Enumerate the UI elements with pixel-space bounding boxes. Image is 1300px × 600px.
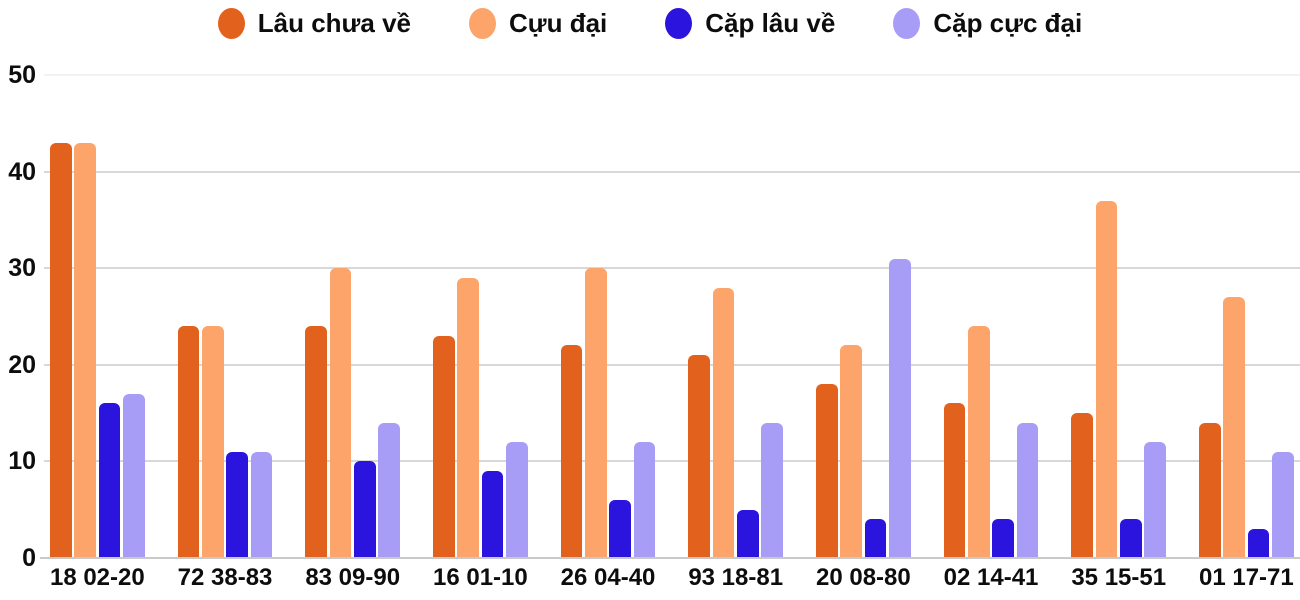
bar-02_14-41-series-1[interactable] bbox=[943, 403, 966, 558]
y-axis-tick-label: 40 bbox=[8, 157, 36, 186]
bar-01_17-71-series-1[interactable] bbox=[1199, 422, 1221, 558]
y-axis-tick-label: 0 bbox=[22, 544, 36, 572]
bar-93_18-81-series-3[interactable] bbox=[736, 509, 759, 558]
gridline-50 bbox=[44, 74, 1300, 76]
bar-83_09-90-series-4[interactable] bbox=[378, 422, 401, 558]
x-axis-category-label: 02 14-41 bbox=[943, 564, 1039, 591]
y-axis-tick-label: 10 bbox=[8, 447, 36, 476]
bar-18_02-20-series-4[interactable] bbox=[122, 393, 145, 558]
x-axis-category-label: 18 02-20 bbox=[49, 564, 145, 591]
legend-swatch-circle-icon bbox=[217, 8, 245, 39]
bar-72_38-83-series-3[interactable] bbox=[226, 451, 249, 558]
bar-35_15-51-series-3[interactable] bbox=[1119, 519, 1142, 558]
legend-label: Lâu chưa về bbox=[257, 8, 411, 38]
bar-02_14-41-series-4[interactable] bbox=[1016, 422, 1039, 558]
legend-label: Cặp cực đại bbox=[933, 8, 1083, 38]
bar-20_08-80-series-4[interactable] bbox=[888, 258, 911, 558]
bar-83_09-90-series-1[interactable] bbox=[305, 326, 328, 558]
bar-02_14-41-series-3[interactable] bbox=[992, 519, 1015, 558]
bar-01_17-71-series-4[interactable] bbox=[1271, 451, 1294, 558]
bar-93_18-81-series-2[interactable] bbox=[712, 287, 735, 558]
legend-label: Cặp lâu về bbox=[705, 8, 836, 38]
gridline-20 bbox=[44, 363, 1300, 366]
bar-83_09-90-series-2[interactable] bbox=[329, 268, 352, 558]
legend-swatch-circle-icon bbox=[893, 8, 921, 39]
x-axis-category-label: 16 01-10 bbox=[432, 564, 528, 591]
bar-20_08-80-series-3[interactable] bbox=[864, 519, 887, 558]
bar-02_14-41-series-2[interactable] bbox=[967, 326, 990, 558]
bar-18_02-20-series-1[interactable] bbox=[50, 142, 72, 558]
gridline-30 bbox=[44, 267, 1300, 270]
bar-18_02-20-series-2[interactable] bbox=[74, 142, 97, 558]
x-axis-category-label: 93 18-81 bbox=[688, 564, 784, 591]
bar-93_18-81-series-4[interactable] bbox=[761, 422, 784, 558]
legend-swatch-circle-icon bbox=[665, 8, 693, 39]
y-axis-tick-label: 50 bbox=[8, 61, 36, 89]
bar-72_38-83-series-2[interactable] bbox=[201, 326, 224, 558]
x-axis-line bbox=[40, 557, 1300, 559]
bar-35_15-51-series-1[interactable] bbox=[1071, 413, 1094, 558]
bar-26_04-40-series-3[interactable] bbox=[609, 500, 632, 558]
bar-20_08-80-series-2[interactable] bbox=[840, 345, 863, 558]
y-axis-tick-label: 30 bbox=[8, 254, 36, 283]
bar-93_18-81-series-1[interactable] bbox=[688, 355, 711, 558]
bar-72_38-83-series-1[interactable] bbox=[177, 326, 200, 558]
bar-72_38-83-series-4[interactable] bbox=[250, 451, 273, 558]
x-axis-category-label: 72 38-83 bbox=[177, 564, 273, 591]
legend-label: Cựu đại bbox=[509, 8, 608, 38]
y-axis-tick-label: 20 bbox=[8, 350, 36, 379]
bar-83_09-90-series-3[interactable] bbox=[353, 461, 376, 558]
legend-item-series-1[interactable]: Lâu chưa về bbox=[217, 8, 411, 39]
bar-01_17-71-series-3[interactable] bbox=[1247, 529, 1270, 558]
x-axis-category-label: 83 09-90 bbox=[305, 564, 401, 591]
legend-item-series-3[interactable]: Cặp lâu về bbox=[665, 8, 835, 39]
gridline-40 bbox=[44, 170, 1300, 173]
x-axis-category-label: 01 17-71 bbox=[1199, 564, 1294, 591]
legend-item-series-4[interactable]: Cặp cực đại bbox=[893, 8, 1082, 39]
bar-26_04-40-series-1[interactable] bbox=[560, 345, 583, 558]
bar-16_01-10-series-1[interactable] bbox=[433, 335, 455, 558]
bar-16_01-10-series-2[interactable] bbox=[457, 277, 480, 558]
x-axis-category-label: 20 08-80 bbox=[815, 564, 911, 591]
bar-35_15-51-series-4[interactable] bbox=[1144, 442, 1167, 558]
bar-35_15-51-series-2[interactable] bbox=[1095, 200, 1118, 558]
x-axis-category-label: 35 15-51 bbox=[1071, 564, 1167, 591]
legend-item-series-2[interactable]: Cựu đại bbox=[469, 8, 607, 39]
bar-18_02-20-series-3[interactable] bbox=[98, 403, 121, 558]
gridline-10 bbox=[44, 460, 1300, 463]
bar-26_04-40-series-2[interactable] bbox=[584, 268, 607, 558]
bar-20_08-80-series-1[interactable] bbox=[816, 384, 838, 558]
bar-26_04-40-series-4[interactable] bbox=[633, 442, 656, 558]
x-axis-category-label: 26 04-40 bbox=[560, 564, 656, 591]
bar-16_01-10-series-3[interactable] bbox=[481, 471, 504, 558]
legend-swatch-circle-icon bbox=[469, 8, 496, 39]
bar-01_17-71-series-2[interactable] bbox=[1223, 297, 1246, 558]
chart-legend: Lâu chưa về Cựu đại Cặp lâu về Cặp cực đại bbox=[0, 8, 1300, 39]
bar-16_01-10-series-4[interactable] bbox=[505, 442, 528, 558]
